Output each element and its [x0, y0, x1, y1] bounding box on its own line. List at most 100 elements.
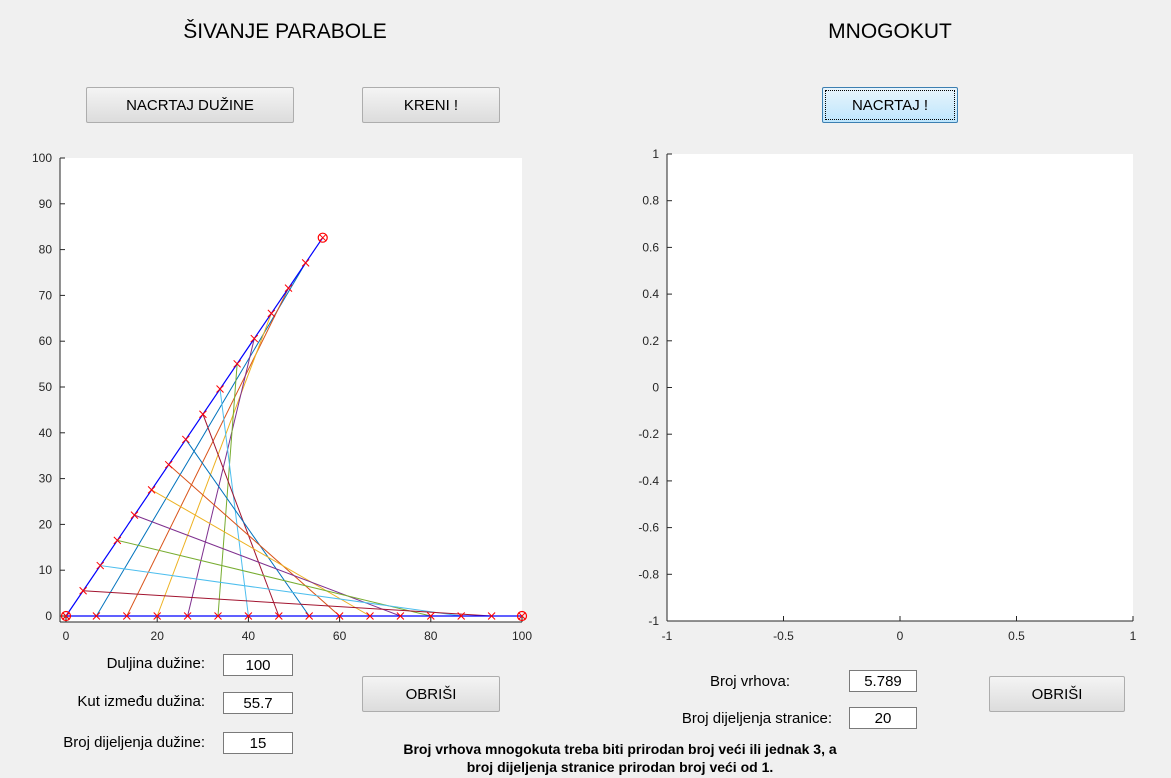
left-panel-title: ŠIVANJE PARABOLE [183, 20, 387, 43]
division-marker [267, 309, 276, 318]
division-marker [233, 359, 242, 368]
parabola-axes: 0 20 40 60 80 100 0 10 20 30 40 50 60 70 80 90 100 [32, 151, 532, 643]
stitch-line [83, 590, 492, 617]
polygon-axes: -1 -0.5 0 0.5 1 -1 -0.8 -0.6 -0.4 -0.2 0 0.2 0.4 0.6 0… [638, 147, 1137, 643]
stitch-line [219, 388, 249, 617]
division-marker [62, 612, 70, 620]
division-marker [518, 612, 526, 620]
y-tick-label: 20 [39, 517, 53, 531]
input-hint-line-1: Broj vrhova mnogokuta treba biti priroda… [403, 741, 837, 757]
endpoint-marker [317, 232, 328, 243]
stitch-line [100, 565, 462, 617]
draw-polygon-button[interactable]: NACRTAJ ! [822, 87, 958, 123]
x-tick-label: -0.5 [773, 629, 794, 643]
plot-area [60, 158, 522, 622]
vertices-input[interactable]: 5.789 [849, 670, 917, 692]
x-tick-label: -1 [662, 629, 673, 643]
division-marker [366, 612, 374, 620]
length-label: Duljina dužine: [106, 655, 205, 672]
y-tick-label: -0.8 [638, 567, 659, 581]
y-tick-label: 50 [39, 380, 53, 394]
y-tick-label: -0.6 [638, 521, 659, 535]
divisions-label: Broj dijeljenja dužine: [63, 734, 205, 751]
division-marker [113, 536, 122, 545]
draw-lines-button[interactable]: NACRTAJ DUŽINE [86, 87, 294, 123]
stitch-line [134, 514, 401, 617]
angle-label: Kut između dužina: [77, 693, 205, 710]
stitch-line [151, 489, 371, 617]
angle-input[interactable]: 55.7 [223, 692, 293, 714]
go-button[interactable]: KRENI ! [362, 87, 500, 123]
stitch-line [95, 262, 307, 617]
y-tick-label: -0.4 [638, 474, 659, 488]
division-marker [318, 233, 327, 242]
length-input[interactable]: 100 [223, 654, 293, 676]
right-panel-title: MNOGOKUT [828, 20, 952, 43]
plot-area [667, 154, 1133, 621]
left-clear-button[interactable]: OBRIŠI [362, 676, 500, 712]
stitch-line [187, 338, 255, 617]
y-tick-label: -1 [648, 614, 659, 628]
input-hint-text: Broj vrhova mnogokuta treba biti priroda… [320, 740, 920, 776]
division-marker [79, 586, 87, 595]
y-tick-label: 40 [39, 426, 53, 440]
right-clear-button[interactable]: OBRIŠI [989, 676, 1125, 712]
y-tick-label: 80 [39, 243, 53, 257]
division-marker [216, 385, 224, 393]
base-segment [65, 237, 324, 617]
x-tick-label: 0 [63, 629, 70, 643]
side-divisions-label: Broj dijeljenja stranice: [681, 710, 832, 727]
x-tick-label: 100 [512, 629, 532, 643]
y-tick-label: 0.4 [642, 287, 659, 301]
y-tick-label: 100 [32, 151, 52, 165]
division-marker [244, 612, 253, 620]
division-marker [122, 612, 131, 620]
division-marker [274, 612, 283, 620]
x-tick-label: 1 [1130, 629, 1137, 643]
division-marker [250, 334, 259, 343]
division-marker [301, 259, 310, 267]
division-marker [92, 612, 101, 620]
y-tick-label: 0 [652, 381, 659, 395]
division-marker [426, 612, 435, 620]
y-tick-label: 1 [652, 147, 659, 161]
stitch-line [202, 414, 280, 617]
division-marker [96, 561, 105, 570]
endpoint-marker [60, 610, 72, 622]
division-marker [199, 410, 207, 419]
x-tick-label: 0 [897, 629, 904, 643]
x-tick-label: 40 [242, 629, 256, 643]
y-tick-label: 0 [45, 609, 52, 623]
stitch-line [156, 313, 272, 617]
division-marker [457, 612, 466, 620]
division-marker [487, 612, 496, 620]
division-marker [335, 612, 344, 620]
y-tick-label: 90 [39, 197, 53, 211]
stitch-line [217, 363, 238, 617]
division-marker [284, 284, 293, 292]
division-marker [164, 460, 173, 469]
y-tick-label: 0.8 [642, 194, 659, 208]
stitch-line [168, 464, 340, 617]
division-marker [153, 612, 162, 620]
y-tick-label: 70 [39, 288, 53, 302]
x-tick-label: 0.5 [1008, 629, 1025, 643]
vertices-label: Broj vrhova: [709, 673, 790, 690]
y-tick-label: 10 [39, 563, 53, 577]
stitch-line [185, 439, 310, 617]
stitch-line [117, 539, 431, 617]
division-marker [396, 612, 405, 620]
y-tick-label: 0.2 [642, 334, 659, 348]
division-marker [305, 612, 314, 620]
division-marker [183, 612, 192, 620]
x-tick-label: 20 [151, 629, 165, 643]
y-tick-label: 30 [39, 472, 53, 486]
division-marker [147, 486, 156, 494]
endpoint-marker [516, 610, 528, 622]
x-tick-label: 80 [424, 629, 438, 643]
input-hint-line-2: broj dijeljenja stranice prirodan broj v… [466, 759, 774, 775]
y-tick-label: 0.6 [642, 240, 659, 254]
division-marker [130, 511, 139, 519]
side-divisions-input[interactable]: 20 [849, 707, 917, 729]
divisions-input[interactable]: 15 [223, 732, 293, 754]
